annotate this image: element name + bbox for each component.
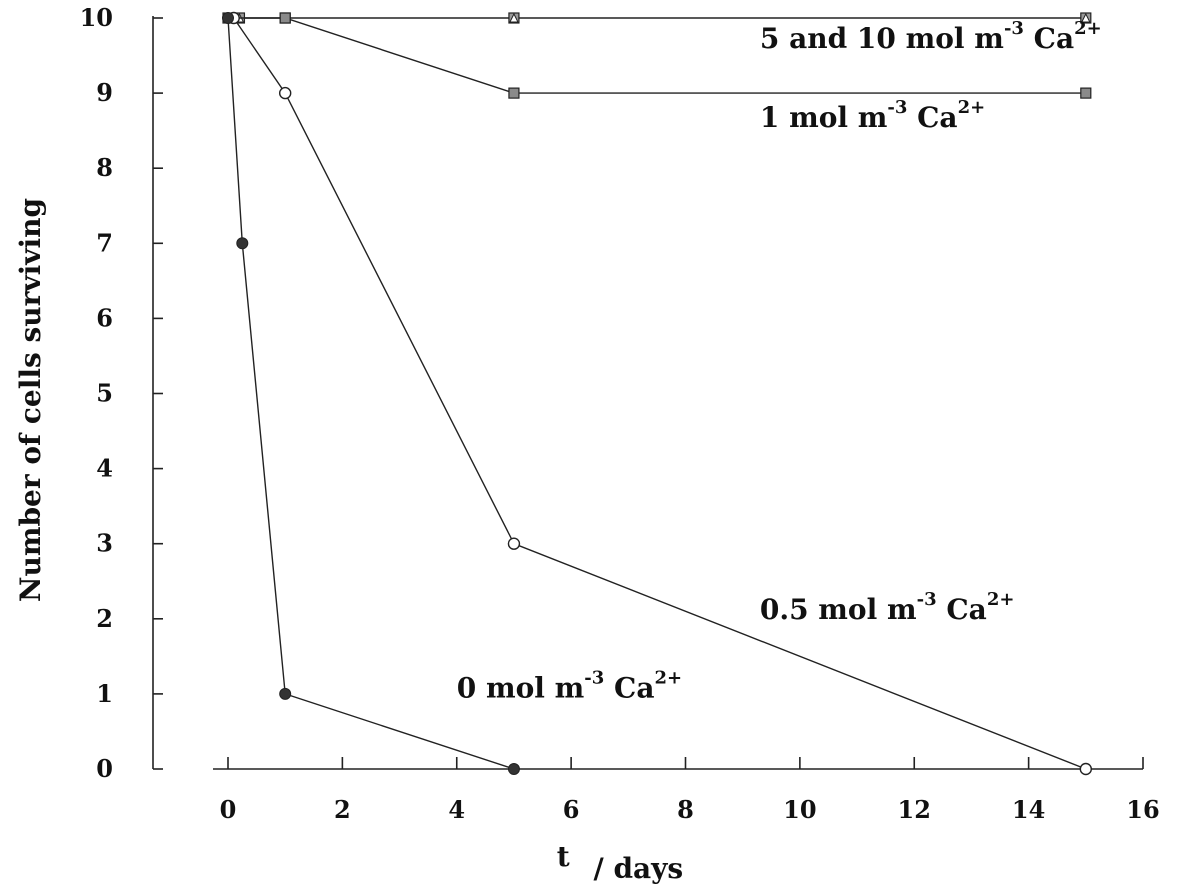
y-tick-label: 10 [80,3,113,32]
annotation-ca10: 5 and 10 mol m-3 Ca2+ [760,18,1102,55]
x-tick-label: 16 [1126,795,1159,824]
annotation-exponent: -3 [1004,18,1024,39]
y-tick-label: 4 [96,454,113,483]
y-tick-label: 9 [96,78,113,107]
data-point-marker-ca10 [509,12,519,23]
y-axis-title: Number of cells surviving [14,198,47,602]
x-tick-label: 0 [220,795,237,824]
y-tick-label: 5 [96,379,113,408]
data-point-ca05 [278,86,292,100]
series-ca0 [222,12,520,775]
data-point-ca1 [1080,87,1092,99]
data-point-ca0 [507,763,520,775]
annotation-exponent: -3 [584,668,604,689]
x-axis-title-rest: / days [593,852,683,885]
data-point-marker-ca10 [1081,12,1091,23]
annotation-text: 1 mol m [760,101,888,134]
series-line-ca0 [227,17,515,770]
data-point-ca1 [279,12,291,24]
annotation-charge: 2+ [654,668,682,689]
annotation-ca05: 0.5 mol m-3 Ca2+ [760,589,1015,626]
x-tick-label: 4 [448,795,465,824]
annotations: 5 and 10 mol m-3 Ca2+1 mol m-3 Ca2+0.5 m… [457,18,1102,705]
y-tick-label: 0 [96,754,113,783]
y-tick-label: 1 [96,679,113,708]
y-tick-label: 3 [96,529,113,558]
data-point-ca1 [508,87,520,99]
y-tick-label: 7 [96,228,113,257]
annotation-ion: Ca [937,593,987,626]
x-tick-label: 6 [563,795,580,824]
y-tick-label: 8 [96,153,113,182]
x-tick-label: 10 [783,795,816,824]
x-tick-label: 12 [898,795,931,824]
annotation-ion: Ca [604,672,654,705]
x-tick-label: 8 [677,795,694,824]
data-point-ca05 [1079,762,1093,776]
annotation-exponent: -3 [887,97,907,118]
y-tick-label: 2 [96,604,113,633]
x-tick-label: 14 [1012,795,1045,824]
series-line-ca1 [228,17,1086,94]
annotation-exponent: -3 [917,589,937,610]
y-tick-label: 6 [96,303,113,332]
annotation-charge: 2+ [958,97,986,118]
data-point-ca0 [222,12,234,24]
series-line-ca05 [233,17,1087,770]
x-axis-title-main: t [557,840,570,873]
annotation-text: 0.5 mol m [760,593,917,626]
annotation-ca1: 1 mol m-3 Ca2+ [760,97,985,134]
data-point-ca0 [236,237,249,250]
data-point-ca05 [507,537,521,550]
annotation-charge: 2+ [987,589,1015,610]
annotation-text: 5 and 10 mol m [760,22,1004,55]
annotation-ion: Ca [907,101,957,134]
annotation-text: 0 mol m [457,672,585,705]
annotation-ca0: 0 mol m-3 Ca2+ [457,668,682,705]
data-point-ca0 [279,687,292,700]
series-layer [222,11,1093,776]
series-ca05 [227,11,1093,776]
x-axis-title: t / days [557,840,683,885]
annotation-ion: Ca [1024,22,1074,55]
annotation-charge: 2+ [1074,18,1102,39]
x-tick-label: 2 [334,795,351,824]
